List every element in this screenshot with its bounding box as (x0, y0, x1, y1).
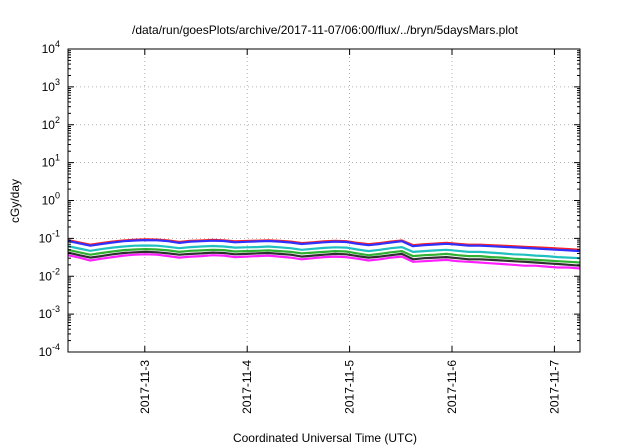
series-line-6 (67, 253, 581, 270)
x-axis-label: Coordinated Universal Time (UTC) (233, 431, 417, 445)
chart-title: /data/run/goesPlots/archive/2017-11-07/0… (132, 23, 519, 37)
x-tick-label: 2017-11-7 (547, 360, 561, 414)
x-tick-label: 2017-11-4 (240, 360, 254, 414)
y-tick-label: 10-4 (39, 342, 60, 359)
y-tick-label: 104 (42, 39, 60, 56)
series-line-5 (67, 250, 581, 267)
series-line-4 (67, 248, 581, 264)
series-group (67, 238, 581, 270)
series-line-3 (67, 244, 581, 260)
y-axis-label: cGy/day (8, 179, 22, 223)
y-tick-label: 102 (42, 115, 60, 132)
y-tick-label: 10-3 (39, 304, 60, 321)
x-tick-label: 2017-11-6 (445, 360, 459, 414)
series-line-2 (67, 239, 581, 253)
x-tick-label: 2017-11-5 (343, 360, 357, 414)
y-axis-ticks: 10-4 10-3 10-2 10-1 100 101 102 103 104 (39, 39, 580, 359)
y-tick-label: 100 (42, 191, 60, 208)
y-tick-label: 10-1 (39, 228, 60, 245)
y-tick-label: 10-2 (39, 266, 60, 283)
y-tick-label: 103 (42, 77, 60, 94)
x-axis-ticks: 2017-11-3 2017-11-4 2017-11-5 2017-11-6 2017… (138, 49, 561, 414)
grid (68, 49, 580, 352)
y-tick-label: 101 (42, 153, 60, 170)
x-tick-label: 2017-11-3 (138, 360, 152, 414)
